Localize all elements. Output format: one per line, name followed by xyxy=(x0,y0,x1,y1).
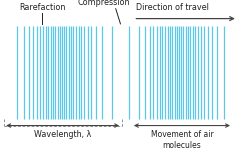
Text: Direction of travel: Direction of travel xyxy=(136,3,209,12)
Text: Wavelength, λ: Wavelength, λ xyxy=(34,130,91,139)
Text: Movement of air
molecules: Movement of air molecules xyxy=(151,130,213,150)
Text: Compression: Compression xyxy=(77,0,130,7)
Text: Rarefaction: Rarefaction xyxy=(19,3,65,12)
